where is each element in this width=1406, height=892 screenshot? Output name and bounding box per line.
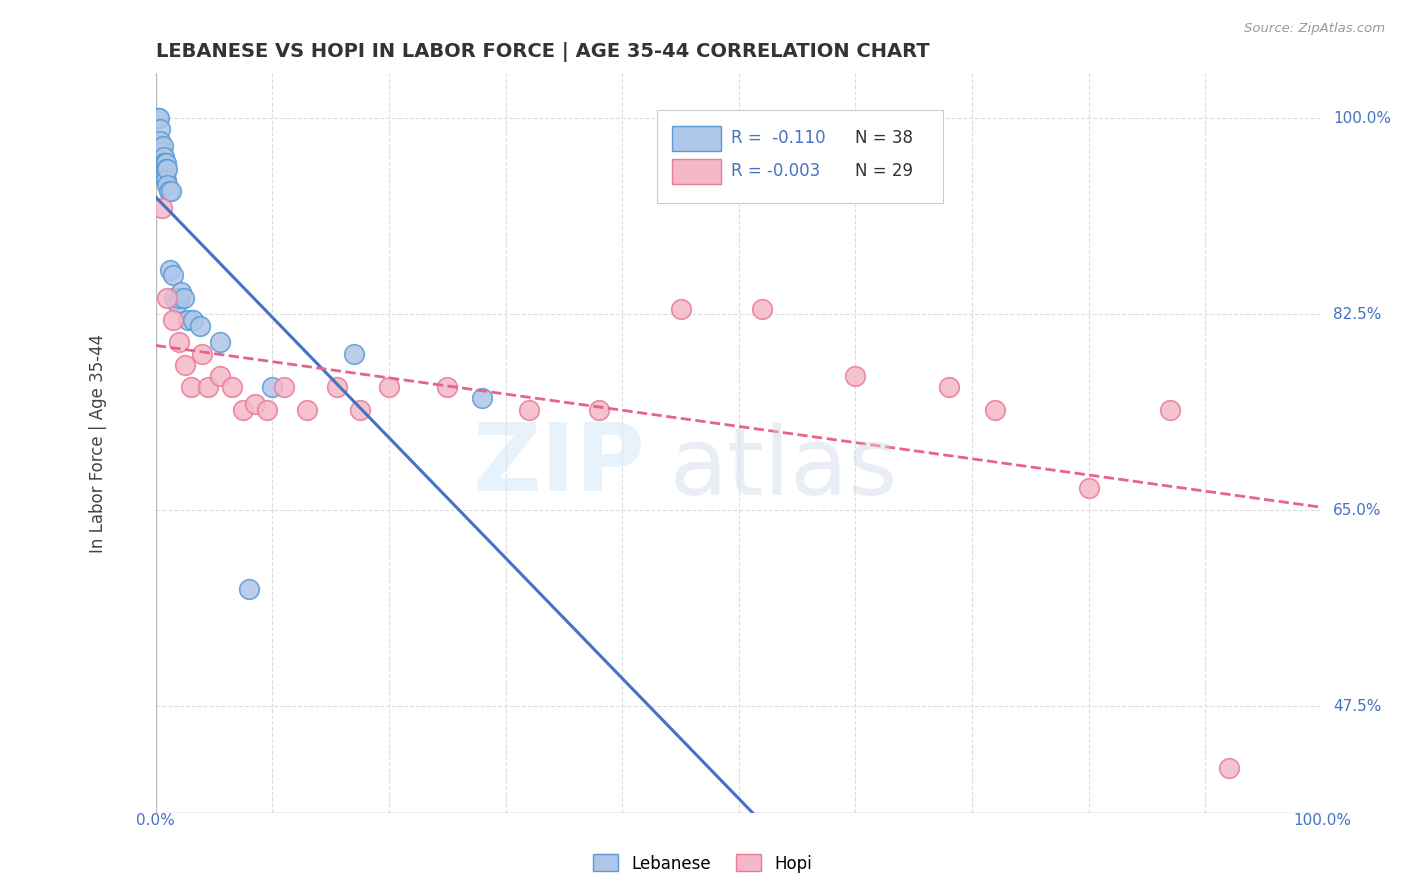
Point [669,301,692,316]
Point [148,112,170,126]
Point [173,291,195,305]
Point [517,402,540,417]
Point [160,184,183,198]
Point [153,161,176,176]
Point [156,291,179,305]
Text: N = 29: N = 29 [855,162,914,180]
FancyBboxPatch shape [657,111,943,202]
Point [152,167,174,181]
Point [162,313,184,327]
Point [232,402,254,417]
Point [243,397,266,411]
Point [156,161,179,176]
Point [157,184,180,198]
Point [188,318,211,333]
Point [146,112,169,126]
Point [163,291,186,305]
Point [159,262,181,277]
FancyBboxPatch shape [672,159,721,185]
Point [436,380,458,394]
Point [297,402,319,417]
Text: ZIP: ZIP [472,419,645,511]
Point [378,380,401,394]
Point [325,380,347,394]
Point [153,161,176,176]
Text: R = -0.003: R = -0.003 [731,162,820,180]
Point [167,291,190,305]
Point [256,402,278,417]
Point [273,380,295,394]
Point [238,582,260,596]
Point [167,335,190,350]
Point [170,285,193,299]
Point [153,151,176,165]
Text: R =  -0.110: R = -0.110 [731,128,825,147]
Point [1218,761,1240,775]
Text: 82.5%: 82.5% [1333,307,1381,322]
Point [166,296,188,310]
Point [152,139,174,153]
Point [155,173,177,187]
Text: Source: ZipAtlas.com: Source: ZipAtlas.com [1244,22,1385,36]
Point [153,167,176,181]
Text: 0.0%: 0.0% [136,813,176,828]
Point [181,313,204,327]
Point [155,161,177,176]
Point [150,161,173,176]
Point [343,346,366,360]
Point [588,402,610,417]
Text: N = 38: N = 38 [855,128,914,147]
Point [751,301,773,316]
Point [221,380,243,394]
Point [938,380,960,394]
Text: 47.5%: 47.5% [1333,699,1381,714]
Point [197,380,219,394]
Point [149,134,172,148]
Point [149,122,172,136]
Point [208,335,231,350]
Point [191,346,214,360]
Point [984,402,1007,417]
Point [174,358,197,372]
Point [1077,481,1099,495]
Text: LEBANESE VS HOPI IN LABOR FORCE | AGE 35-44 CORRELATION CHART: LEBANESE VS HOPI IN LABOR FORCE | AGE 35… [156,42,929,62]
Text: In Labor Force | Age 35-44: In Labor Force | Age 35-44 [89,334,107,553]
Point [153,156,176,170]
Point [177,313,200,327]
Text: 100.0%: 100.0% [1294,813,1351,828]
Point [180,380,202,394]
Point [471,392,494,406]
Point [150,145,173,159]
FancyBboxPatch shape [672,126,721,151]
Point [349,402,371,417]
Point [162,268,184,282]
Text: 100.0%: 100.0% [1333,111,1391,126]
Point [153,156,176,170]
Point [1159,402,1181,417]
Point [155,156,177,170]
Point [156,178,179,193]
Legend: Lebanese, Hopi: Lebanese, Hopi [586,847,820,880]
Point [262,380,284,394]
Point [150,201,173,215]
Text: 65.0%: 65.0% [1333,503,1382,518]
Point [150,151,173,165]
Text: atlas: atlas [669,423,897,515]
Point [844,368,866,383]
Point [208,368,231,383]
Point [152,156,174,170]
